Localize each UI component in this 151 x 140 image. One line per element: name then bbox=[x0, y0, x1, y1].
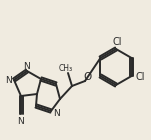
Text: N: N bbox=[24, 61, 30, 71]
Text: N: N bbox=[54, 108, 60, 117]
Text: Cl: Cl bbox=[112, 37, 122, 47]
Text: Cl: Cl bbox=[136, 72, 145, 82]
Text: O: O bbox=[83, 72, 91, 82]
Text: N: N bbox=[18, 116, 24, 125]
Text: CH₃: CH₃ bbox=[59, 64, 73, 73]
Text: N: N bbox=[6, 75, 12, 85]
